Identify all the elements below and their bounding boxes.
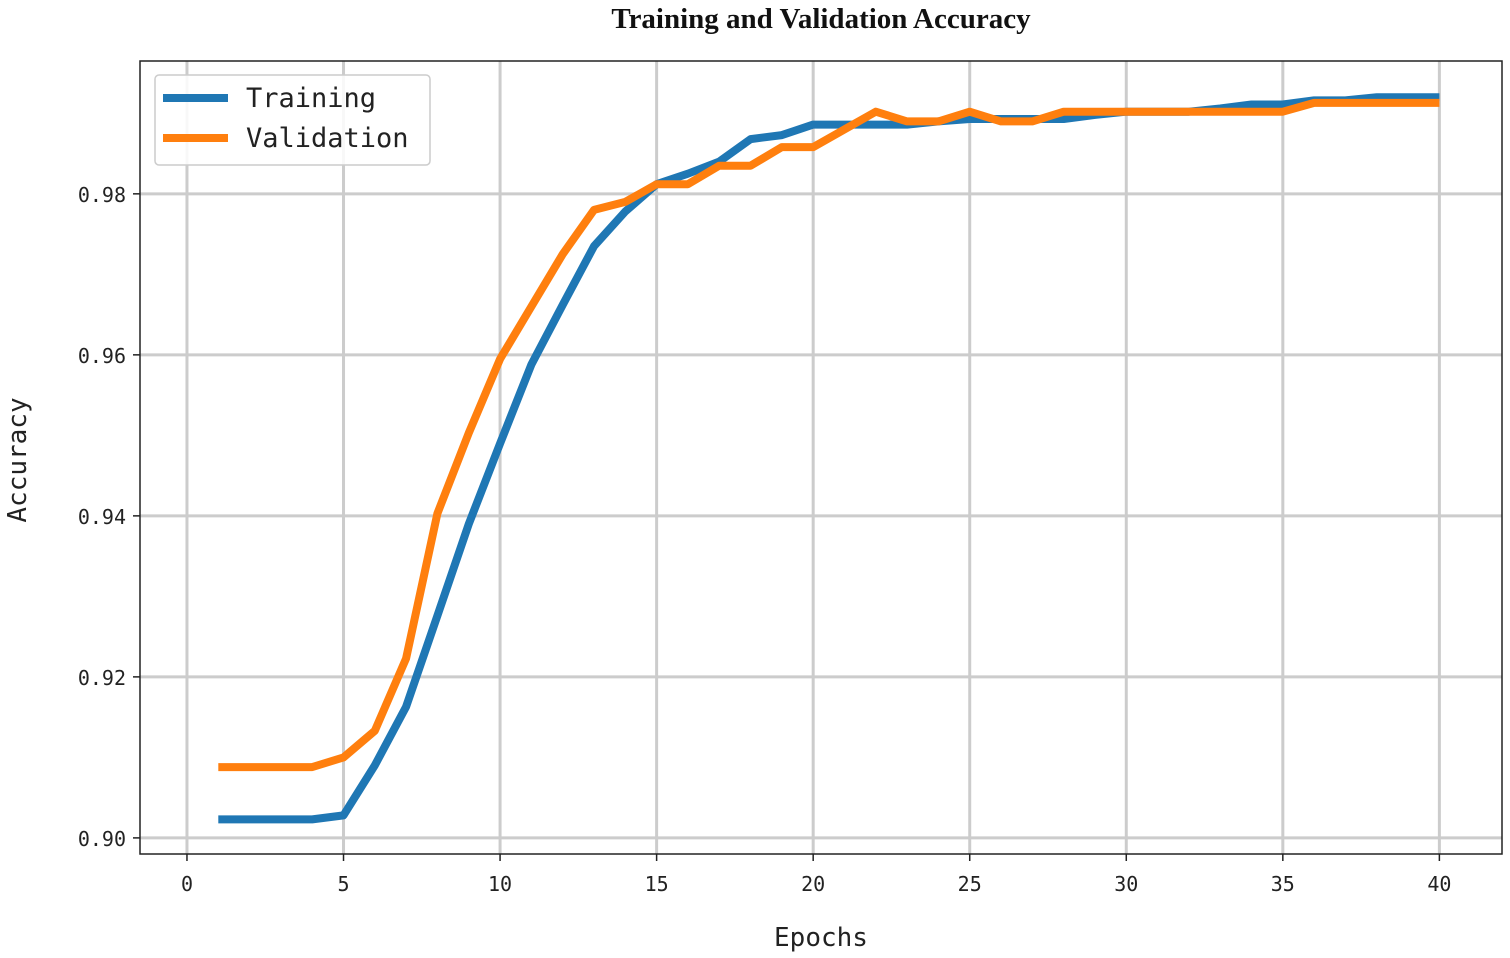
x-tick-label-35: 35	[1271, 872, 1295, 896]
series-lines	[218, 93, 1440, 824]
legend-label-validation: Validation	[246, 123, 409, 154]
series-line-training	[218, 93, 1440, 824]
y-axis-label: Accuracy	[3, 397, 33, 522]
x-tick-label-40: 40	[1427, 872, 1451, 896]
y-tick-label-0.96: 0.96	[78, 344, 126, 368]
x-tick-label-20: 20	[801, 872, 825, 896]
y-tick-label-0.94: 0.94	[78, 505, 126, 529]
y-tick-label-0.98: 0.98	[78, 183, 126, 207]
y-tick-label-0.92: 0.92	[78, 666, 126, 690]
x-tick-label-0: 0	[181, 872, 193, 896]
x-tick-label-15: 15	[645, 872, 669, 896]
x-tick-label-10: 10	[488, 872, 512, 896]
legend: Training Validation	[154, 74, 431, 166]
legend-label-training: Training	[246, 83, 376, 114]
plot-area-frame	[139, 60, 1503, 855]
axis-ticks: 0 5 10 15 20 25 30 35 40 0.90 0.92 0.94 0.96 0.98	[78, 183, 1452, 896]
grid-lines	[140, 61, 1502, 854]
x-axis-label: Epochs	[774, 923, 868, 953]
x-tick-label-30: 30	[1114, 872, 1138, 896]
y-tick-label-0.90: 0.90	[78, 827, 126, 851]
x-tick-label-5: 5	[337, 872, 349, 896]
chart-title: Training and Validation Accuracy	[611, 3, 1031, 35]
series-line-validation	[218, 98, 1440, 772]
x-tick-label-25: 25	[958, 872, 982, 896]
